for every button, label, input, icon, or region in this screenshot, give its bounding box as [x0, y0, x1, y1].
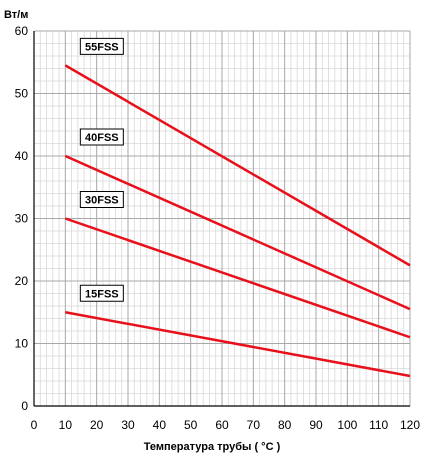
series-label-40fss: 40FSS: [79, 128, 124, 146]
x-tick-label: 80: [278, 418, 292, 432]
series-line-30fss: [64, 217, 411, 339]
series-label-15fss: 15FSS: [79, 284, 124, 302]
y-tick-label: 20: [15, 274, 29, 288]
series-label-box: [79, 284, 124, 302]
y-tick-label: 30: [15, 212, 29, 226]
x-tick-label: 110: [369, 418, 388, 432]
series-label-text: 40FSS: [85, 132, 119, 144]
x-tick-label: 100: [337, 418, 357, 432]
x-tick-label: 0: [31, 418, 38, 432]
x-tick-label: 70: [247, 418, 261, 432]
x-tick-label: 120: [400, 418, 420, 432]
x-tick-labels: 0 10 20 30 40 50 60 70 80 90 100 110 120: [31, 418, 421, 432]
series-line-55fss: [64, 64, 411, 267]
y-tick-label: 0: [21, 399, 28, 413]
x-tick-label: 10: [59, 418, 73, 432]
series-lines: [64, 64, 411, 378]
series-label-text: 15FSS: [85, 288, 119, 300]
y-tick-label: 50: [15, 87, 29, 101]
series-line-40fss: [64, 154, 411, 311]
series-label-55fss: 55FSS: [79, 37, 124, 55]
y-axis-title: Вт/м: [4, 9, 28, 21]
x-tick-label: 40: [153, 418, 167, 432]
x-tick-label: 90: [309, 418, 323, 432]
series-label-text: 55FSS: [85, 41, 119, 53]
y-tick-label: 60: [15, 24, 29, 38]
axes: [33, 31, 410, 407]
y-tick-labels: 0 10 20 30 40 50 60: [15, 24, 29, 413]
series-label-text: 30FSS: [85, 195, 119, 207]
x-axis-title: Температура трубы ( °C ): [144, 441, 281, 453]
x-tick-label: 20: [90, 418, 104, 432]
series-labels: 55FSS 40FSS 30FSS 15FSS: [79, 37, 124, 302]
series-label-box: [79, 37, 124, 55]
series-label-box: [79, 128, 124, 146]
y-tick-label: 10: [15, 337, 29, 351]
x-tick-label: 30: [121, 418, 135, 432]
y-tick-label: 40: [15, 149, 29, 163]
x-tick-label: 50: [184, 418, 198, 432]
series-label-30fss: 30FSS: [79, 191, 124, 208]
x-tick-label: 60: [215, 418, 229, 432]
series-label-box: [79, 191, 124, 208]
series-line-15fss: [65, 311, 411, 378]
